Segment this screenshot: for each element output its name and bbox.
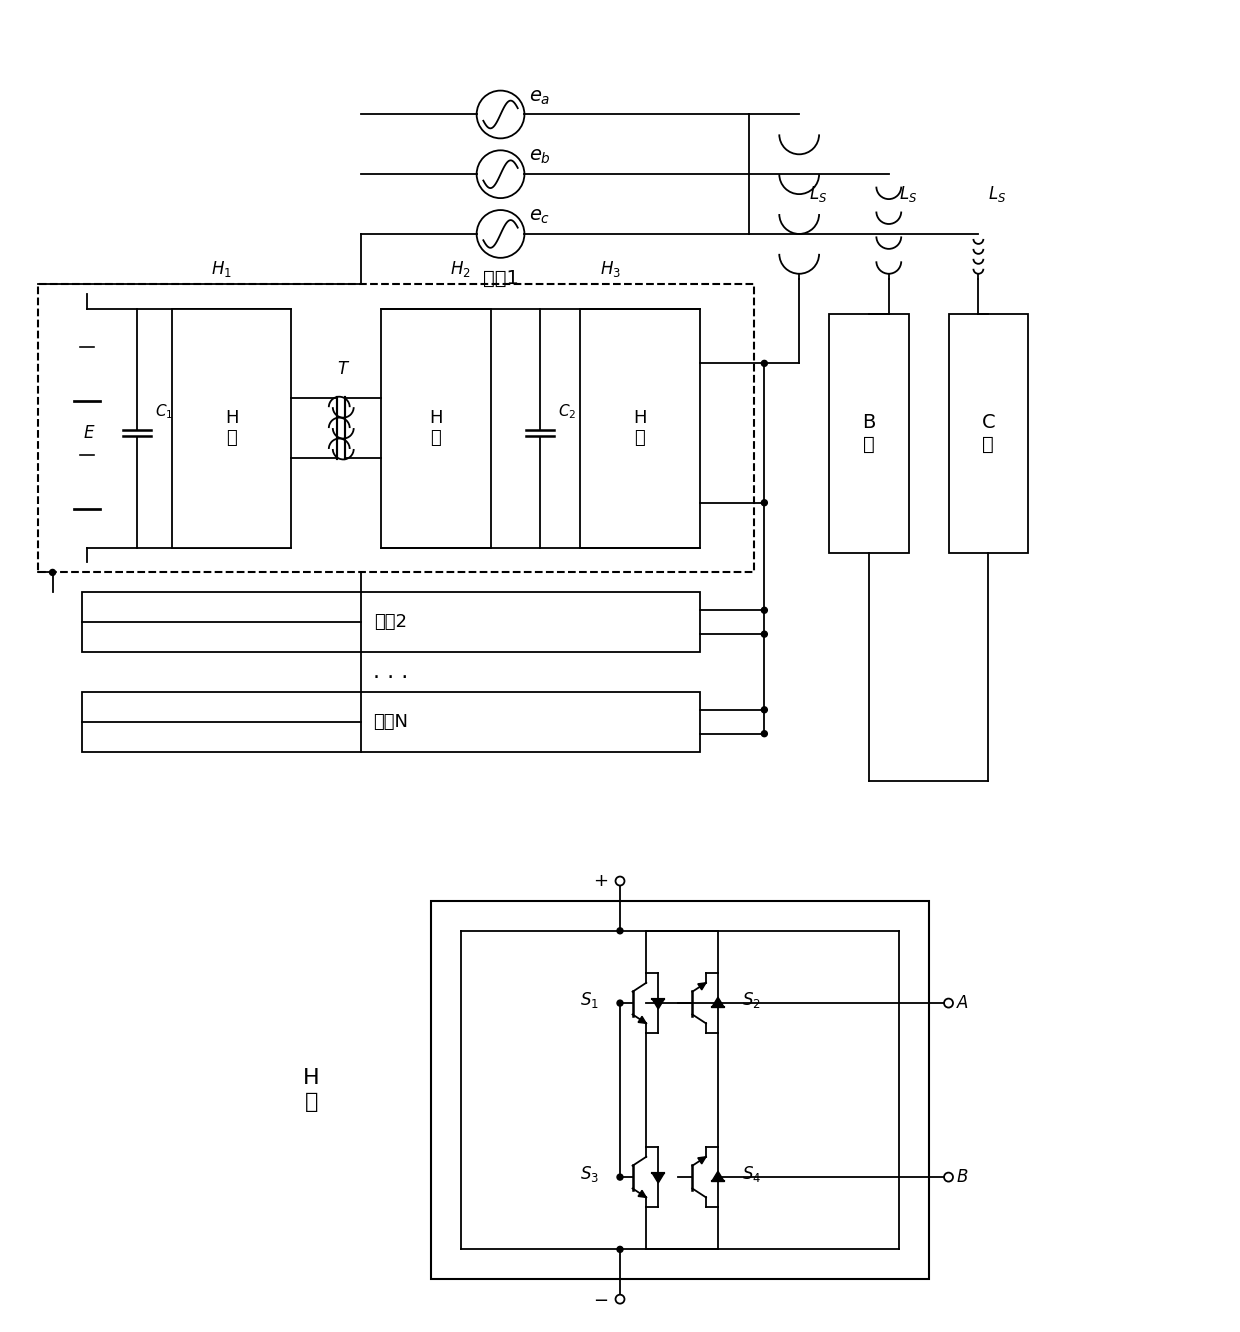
Text: $C_1$: $C_1$	[155, 402, 174, 421]
Circle shape	[761, 731, 768, 737]
Polygon shape	[652, 1172, 665, 1183]
Text: H
桥: H 桥	[303, 1068, 320, 1112]
Circle shape	[944, 999, 954, 1007]
Text: $S_2$: $S_2$	[743, 990, 761, 1010]
Text: C
相: C 相	[982, 413, 996, 454]
Text: $L_S$: $L_S$	[988, 184, 1007, 204]
Polygon shape	[698, 983, 706, 990]
Text: $S_4$: $S_4$	[743, 1164, 761, 1184]
Text: 单元2: 单元2	[374, 613, 408, 631]
Circle shape	[761, 361, 768, 366]
Text: +: +	[593, 872, 608, 890]
Bar	[949, 313, 1028, 553]
Text: H
桥: H 桥	[634, 409, 647, 448]
Circle shape	[761, 631, 768, 637]
Circle shape	[944, 1172, 954, 1181]
Text: 单元1: 单元1	[482, 269, 518, 288]
Text: $e_a$: $e_a$	[529, 88, 551, 107]
Circle shape	[618, 1000, 622, 1006]
Bar	[830, 313, 909, 553]
Circle shape	[618, 928, 622, 934]
Bar	[381, 309, 491, 547]
Circle shape	[761, 607, 768, 613]
Polygon shape	[698, 1156, 706, 1164]
Text: $e_b$: $e_b$	[529, 148, 552, 166]
Bar	[430, 900, 929, 1279]
Text: . . .: . . .	[373, 662, 409, 682]
Bar	[82, 593, 699, 653]
Text: $T$: $T$	[336, 361, 350, 378]
Polygon shape	[652, 999, 665, 1008]
Polygon shape	[639, 1016, 646, 1023]
Polygon shape	[639, 1191, 646, 1197]
Circle shape	[615, 876, 625, 886]
Circle shape	[618, 1247, 622, 1252]
Text: $L_S$: $L_S$	[810, 184, 827, 204]
Text: H
桥: H 桥	[224, 409, 238, 448]
Text: $H_1$: $H_1$	[211, 258, 232, 278]
Circle shape	[618, 1173, 622, 1180]
Circle shape	[761, 500, 768, 506]
Circle shape	[615, 1295, 625, 1304]
Circle shape	[761, 707, 768, 713]
Bar	[82, 691, 699, 751]
Text: $A$: $A$	[956, 995, 970, 1011]
Text: $B$: $B$	[956, 1168, 968, 1185]
Polygon shape	[712, 1171, 724, 1181]
Text: $E$: $E$	[83, 425, 95, 441]
Polygon shape	[712, 998, 724, 1007]
Text: $H_3$: $H_3$	[600, 258, 620, 278]
Text: $S_3$: $S_3$	[580, 1164, 599, 1184]
Text: B
相: B 相	[862, 413, 875, 454]
Bar	[172, 309, 291, 547]
Bar	[37, 284, 754, 573]
Text: $-$: $-$	[593, 1291, 608, 1308]
Bar	[580, 309, 699, 547]
Text: $e_c$: $e_c$	[529, 208, 551, 226]
Text: $H_2$: $H_2$	[450, 258, 471, 278]
Text: H
桥: H 桥	[429, 409, 443, 448]
Text: 单元N: 单元N	[373, 713, 408, 731]
Circle shape	[50, 570, 56, 575]
Text: $C_2$: $C_2$	[558, 402, 577, 421]
Text: $L_S$: $L_S$	[899, 184, 918, 204]
Text: $S_1$: $S_1$	[580, 990, 599, 1010]
